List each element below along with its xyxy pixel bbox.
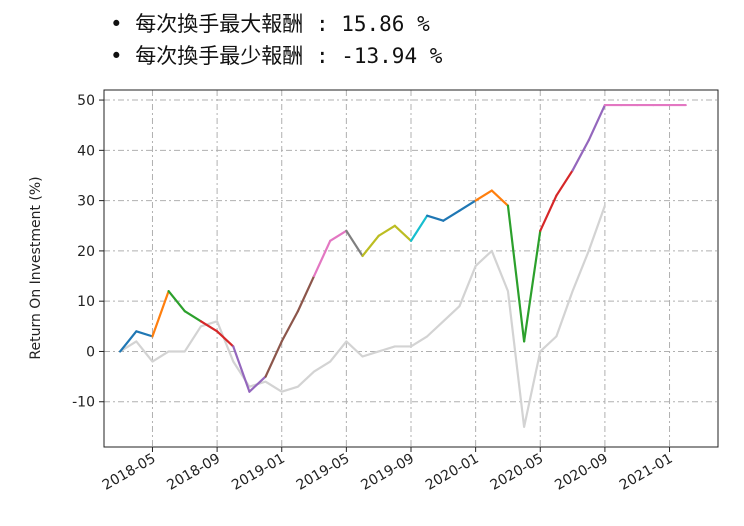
x-tick-label: 2019-05 [294,451,353,494]
line-segment [183,310,203,323]
line-segment [119,330,138,353]
y-tick-label: 50 [77,93,95,109]
line-segment [199,320,219,333]
line-segment [312,239,332,278]
x-tick-label: 2020-01 [423,451,482,494]
line-segment [167,290,186,313]
line-segment [296,274,316,313]
y-tick-label: 10 [77,294,95,310]
x-tick-label: 2019-01 [229,451,288,494]
line-segment [523,229,542,343]
line-segment [474,189,493,202]
line-segment [377,224,396,237]
x-tick-label: 2018-05 [100,451,159,494]
y-axis-label: Return On Investment (%) [28,176,44,359]
line-segment [587,103,606,142]
line-segment [361,234,380,258]
line-segment [264,340,283,378]
line-segment [539,194,558,232]
line-segment [151,290,170,338]
line-segment [506,204,526,343]
x-tick-label: 2020-09 [552,451,611,494]
y-tick-label: -10 [72,395,95,411]
annotation: • 每次換手最大報酬 : 15.86 % [110,12,430,36]
x-tick-label: 2020-05 [488,451,547,494]
y-tick-label: 30 [77,194,95,210]
y-tick-label: 0 [86,344,95,360]
x-tick-label: 2018-09 [164,451,223,494]
line-segment [490,189,510,207]
line-segment [426,214,445,222]
y-tick-label: 40 [77,143,95,159]
line-segment [345,229,364,258]
annotation: • 每次換手最少報酬 : -13.94 % [110,44,443,68]
plot-frame [103,89,719,448]
line-segment [442,209,461,222]
line-segment [458,199,477,212]
line-segment [555,169,574,197]
line-segment [329,229,348,242]
line-segment [571,139,590,172]
line-segment [409,214,429,242]
line [119,205,606,428]
y-tick-label: 20 [77,244,95,260]
annotation-text: 每次換手最大報酬 : 15.86 % [135,12,430,36]
line-segment [280,310,299,343]
line-segment [135,330,154,338]
line-segment [393,224,413,242]
x-tick-label: 2019-09 [358,451,417,494]
line-segment [248,375,267,393]
line-segment [216,330,235,348]
line-segment [232,345,251,393]
x-tick-label: 2021-01 [617,451,676,494]
annotation-text: 每次換手最少報酬 : -13.94 % [135,44,443,68]
